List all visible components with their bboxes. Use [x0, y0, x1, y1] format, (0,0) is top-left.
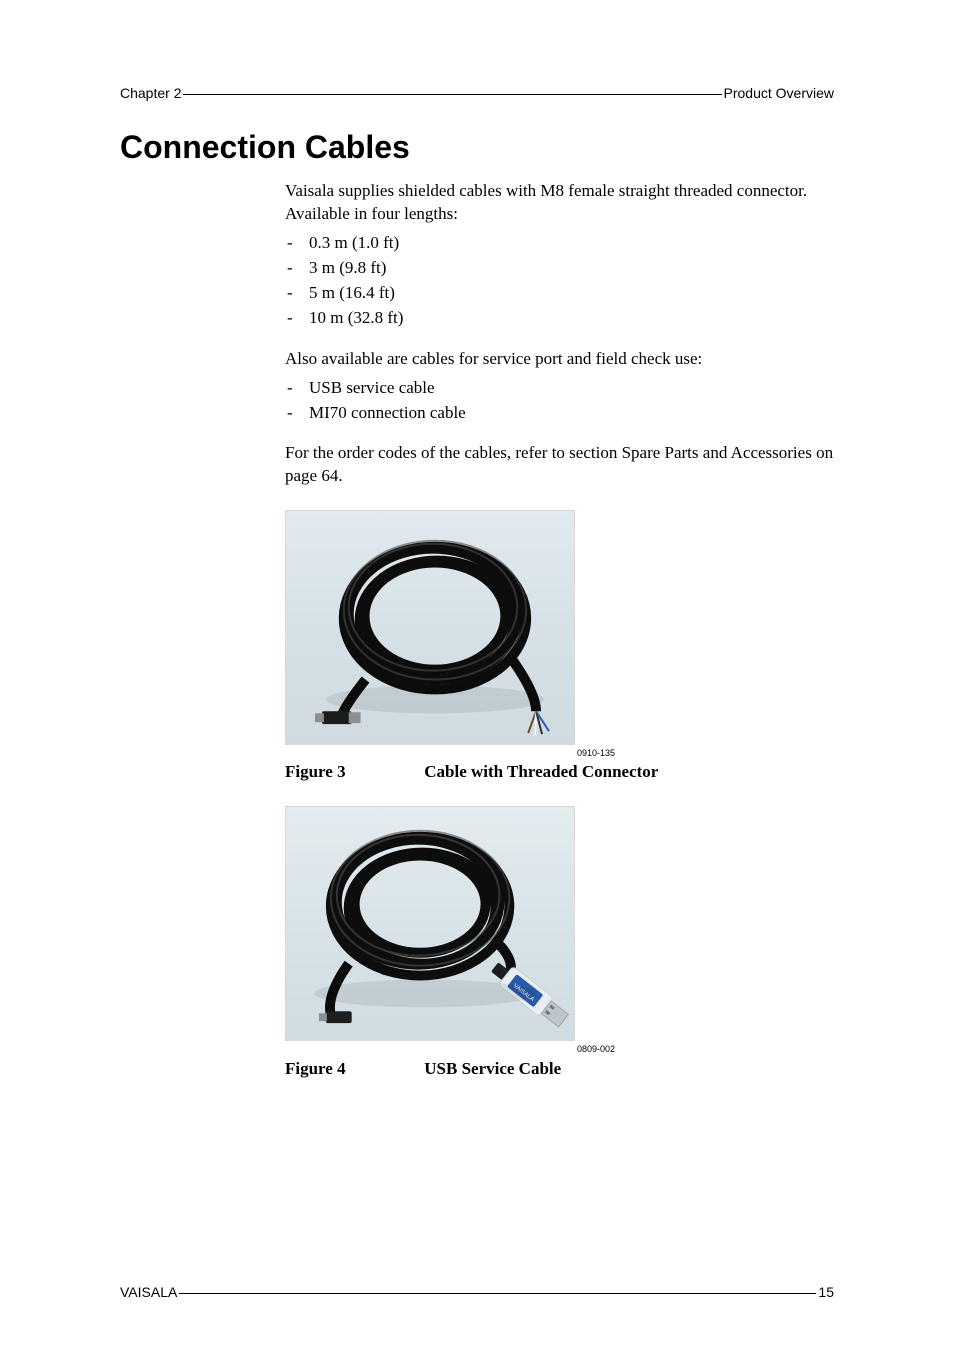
figure-4: VAISALA 0809-002 Figure 4 USB Service Ca…: [285, 806, 834, 1080]
footer-page: 15: [818, 1284, 834, 1300]
figure-3-caption: Figure 3 Cable with Threaded Connector: [285, 761, 834, 784]
footer-rule: [179, 1293, 816, 1294]
header-rule: [183, 94, 721, 95]
list-item: MI70 connection cable: [285, 402, 834, 425]
header-right: Product Overview: [724, 85, 834, 101]
list-item: 10 m (32.8 ft): [285, 307, 834, 330]
section-title: Connection Cables: [120, 129, 834, 166]
lengths-list: 0.3 m (1.0 ft) 3 m (9.8 ft) 5 m (16.4 ft…: [285, 232, 834, 330]
figure-4-caption-text: USB Service Cable: [424, 1059, 561, 1078]
figure-3: 0910-135 Figure 3 Cable with Threaded Co…: [285, 510, 834, 784]
figure-4-caption: Figure 4 USB Service Cable: [285, 1058, 834, 1081]
running-footer: VAISALA 15: [120, 1284, 834, 1300]
body-block: Vaisala supplies shielded cables with M8…: [285, 180, 834, 1080]
also-paragraph: Also available are cables for service po…: [285, 348, 834, 371]
list-item: 5 m (16.4 ft): [285, 282, 834, 305]
figure-3-caption-text: Cable with Threaded Connector: [424, 762, 658, 781]
intro-paragraph: Vaisala supplies shielded cables with M8…: [285, 180, 834, 226]
figure-4-ref: 0809-002: [285, 1043, 615, 1055]
cable-threaded-image: [285, 510, 575, 745]
figure-3-label: Figure 3: [285, 761, 420, 784]
list-item: USB service cable: [285, 377, 834, 400]
order-paragraph: For the order codes of the cables, refer…: [285, 442, 834, 488]
footer-left: VAISALA: [120, 1284, 177, 1300]
list-item: 0.3 m (1.0 ft): [285, 232, 834, 255]
usb-service-cable-image: VAISALA: [285, 806, 575, 1041]
list-item: 3 m (9.8 ft): [285, 257, 834, 280]
figure-4-label: Figure 4: [285, 1058, 420, 1081]
service-list: USB service cable MI70 connection cable: [285, 377, 834, 425]
header-left: Chapter 2: [120, 85, 181, 101]
running-header: Chapter 2 Product Overview: [120, 85, 834, 101]
figure-3-ref: 0910-135: [285, 747, 615, 759]
